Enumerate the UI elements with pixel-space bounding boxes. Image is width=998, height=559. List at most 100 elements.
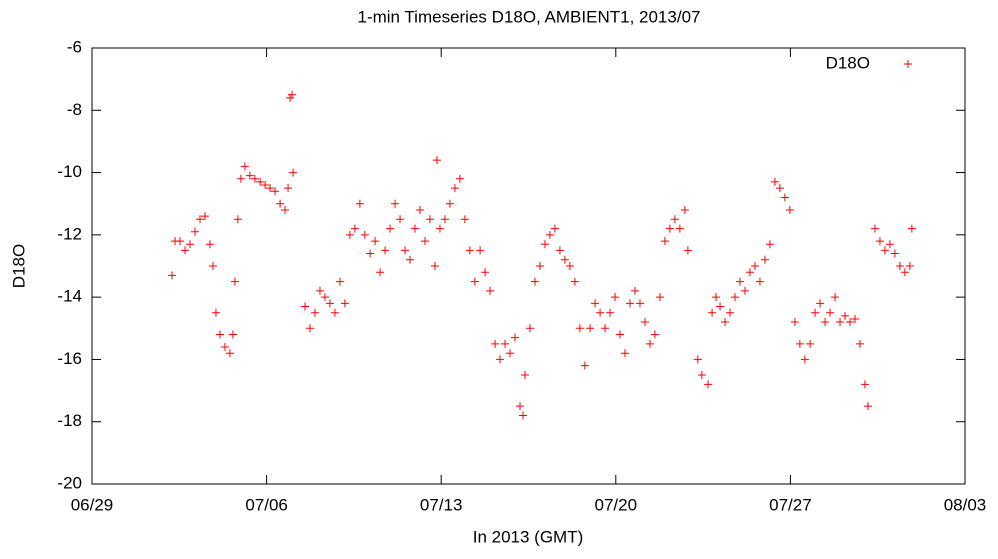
data-point [741,286,750,295]
data-point [890,249,899,258]
data-point [665,224,674,233]
data-point [350,224,359,233]
data-point [570,277,579,286]
data-point [256,177,265,186]
data-point [675,224,684,233]
data-point [306,324,315,333]
x-tick-label: 07/13 [420,495,463,514]
x-axis-label: In 2013 (GMT) [473,527,584,546]
data-point [391,199,400,208]
data-point [381,246,390,255]
data-point [470,277,479,286]
data-point [261,181,270,190]
data-point [420,237,429,246]
data-point [240,162,249,171]
data-point [271,187,280,196]
data-point [245,171,254,180]
data-point [284,184,293,193]
data-point [496,355,505,364]
data-point [606,308,615,317]
data-point [289,168,298,177]
data-point [795,339,804,348]
y-tick-label: -16 [57,349,82,368]
data-point [310,308,319,317]
data-point [366,249,375,258]
data-point [821,318,830,327]
data-point [406,255,415,264]
data-point [736,277,745,286]
data-point [575,324,584,333]
data-point [460,215,469,224]
data-point [168,271,177,280]
data-point [486,286,495,295]
legend-label: D18O [826,53,870,72]
data-point [726,308,735,317]
data-point [425,215,434,224]
data-point [545,230,554,239]
data-point [481,268,490,277]
data-point [186,240,195,249]
data-point [836,318,845,327]
data-point [540,240,549,249]
data-point [731,293,740,302]
data-point [230,277,239,286]
data-point [320,293,329,302]
data-point [250,174,259,183]
data-point [770,177,779,186]
data-point [860,380,869,389]
data-point [683,246,692,255]
data-point [208,262,217,270]
data-point [650,330,659,339]
data-point [895,262,904,270]
data-point [870,224,879,233]
data-point [181,246,190,255]
data-point [555,246,564,255]
data-point [855,339,864,348]
y-tick-label: -18 [57,411,82,430]
data-point [476,246,485,255]
data-point [851,314,860,323]
data-point [550,224,559,233]
data-point [501,339,510,348]
data-point [340,299,349,308]
x-tick-label: 08/03 [944,495,987,514]
data-point [790,318,799,327]
data-point [816,299,825,308]
y-tick-label: -12 [57,224,82,243]
data-point [386,224,395,233]
data-point [775,184,784,193]
data-point [191,227,200,236]
data-point [591,299,600,308]
data-point [360,230,369,239]
data-point [371,237,380,246]
data-point [200,212,209,221]
data-point [335,277,344,286]
data-point [521,371,530,379]
data-point [430,262,439,270]
data-point [626,299,635,308]
data-point [440,215,449,224]
data-point [885,240,894,249]
data-point [745,268,754,277]
data-point [655,293,664,302]
data-point [535,262,544,270]
data-point [288,90,297,99]
data-point [645,339,654,348]
data-point [228,330,237,339]
data-point [445,199,454,208]
y-tick-label: -20 [57,473,82,492]
data-point [580,361,589,370]
data-point [905,262,914,270]
data-point [708,308,717,317]
data-point [780,193,789,202]
data-point [670,215,679,224]
data-point [596,308,605,317]
data-point [220,342,229,351]
data-point [401,246,410,255]
data-point [750,262,759,270]
data-point [826,308,835,317]
data-point [806,339,815,348]
data-point [565,262,574,270]
